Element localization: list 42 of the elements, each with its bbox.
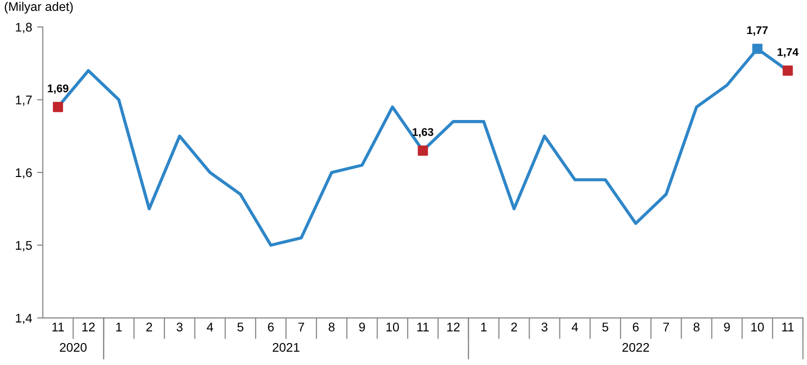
text: 2020 bbox=[60, 342, 87, 352]
y-tick-label: 1,7 bbox=[16, 96, 32, 106]
x-tick-label: 11 bbox=[782, 322, 794, 332]
x-tick-label: 11 bbox=[417, 322, 429, 332]
text: 2021 bbox=[272, 342, 300, 352]
x-tick-label: 1 bbox=[116, 322, 122, 332]
point bbox=[52, 102, 64, 112]
text: 2022 bbox=[622, 342, 649, 352]
x-tick-label: 7 bbox=[298, 322, 304, 332]
x-tick-label: 2 bbox=[511, 322, 517, 332]
x-tick-label: 11 bbox=[52, 322, 64, 332]
data-label: 1,63 bbox=[412, 128, 434, 138]
x-tick-label: 4 bbox=[572, 322, 578, 332]
data-label: 1,69 bbox=[48, 84, 68, 94]
x-tick-label: 3 bbox=[176, 322, 183, 332]
y-tick-label: 1,6 bbox=[16, 168, 32, 179]
y-axis-title: (Milyar adet) bbox=[4, 2, 73, 14]
x-tick-label: 1 bbox=[481, 322, 487, 332]
x-tick-label: 12 bbox=[82, 322, 95, 332]
data-label: 1,77 bbox=[747, 26, 768, 36]
point bbox=[418, 146, 428, 156]
point bbox=[752, 44, 762, 54]
x-tick-label: 5 bbox=[237, 322, 244, 332]
x-tick-label: 8 bbox=[328, 322, 335, 332]
x-tick-label: 9 bbox=[724, 322, 730, 332]
x-tick-label: 5 bbox=[602, 322, 608, 332]
x-tick-label: 7 bbox=[663, 322, 669, 332]
x-tick-label: 8 bbox=[694, 322, 700, 332]
data-label: 1,74 bbox=[778, 48, 799, 58]
point bbox=[782, 66, 793, 76]
y-tick-label: 1,8 bbox=[16, 22, 32, 34]
x-tick-label: 6 bbox=[268, 322, 274, 332]
x-tick-label: 2 bbox=[146, 322, 152, 332]
y-tick-label: 1,5 bbox=[16, 241, 32, 252]
x-tick-label: 10 bbox=[751, 322, 764, 332]
x-tick-label: 4 bbox=[206, 322, 214, 332]
x-tick-label: 12 bbox=[447, 322, 460, 332]
x-tick-label: 10 bbox=[386, 322, 399, 332]
x-tick-label: 3 bbox=[542, 322, 548, 332]
x-tick-label: 6 bbox=[632, 322, 639, 332]
y-tick-label: 1,4 bbox=[16, 314, 32, 324]
x-tick-label: 9 bbox=[359, 322, 365, 332]
